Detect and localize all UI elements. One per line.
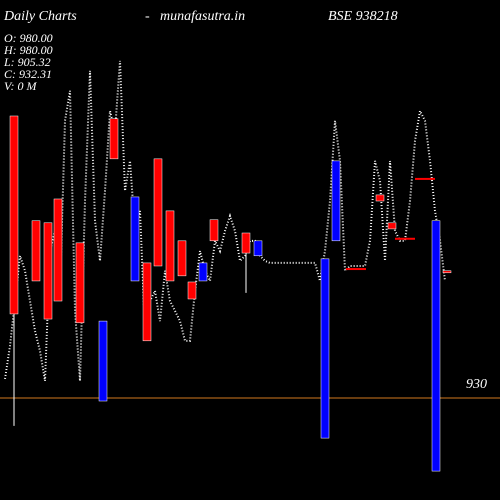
candle-body	[9, 115, 19, 315]
info-line: O: 980.00	[4, 31, 53, 45]
candle-body	[177, 240, 187, 277]
info-line: V: 0 M	[4, 79, 38, 93]
candle-body	[53, 198, 63, 302]
info-line: C: 932.31	[4, 67, 52, 81]
candle-body	[431, 220, 441, 472]
candle-body	[31, 220, 41, 282]
candle-body	[142, 262, 152, 342]
candle-body	[43, 222, 53, 320]
chart-title: Daily Charts	[3, 9, 77, 24]
candle-body	[209, 219, 219, 242]
candle-body	[130, 196, 140, 282]
candle-body	[387, 222, 397, 230]
info-line: L: 905.32	[3, 55, 51, 69]
candle-body	[395, 237, 415, 240]
candle-body	[241, 232, 251, 254]
candle-body	[75, 242, 85, 324]
site-name: munafasutra.in	[160, 9, 245, 24]
candle-body	[320, 258, 330, 439]
separator: -	[145, 9, 150, 24]
candle-body	[98, 320, 108, 402]
candle-body	[109, 118, 119, 160]
candle-body	[153, 158, 163, 267]
candle-body	[442, 270, 452, 274]
reference-label: 930	[466, 377, 487, 392]
info-block: O: 980.00H: 980.00L: 905.32C: 932.31V: 0…	[3, 31, 53, 93]
candle-body	[346, 268, 366, 271]
candle-body	[165, 210, 175, 282]
candle-body	[331, 160, 341, 242]
info-line: H: 980.00	[3, 43, 53, 57]
candle-body	[253, 240, 263, 257]
candle-body	[375, 194, 385, 202]
candle-body	[415, 177, 435, 180]
candle-body	[198, 262, 208, 282]
candle-body	[187, 281, 197, 300]
symbol: BSE 938218	[328, 9, 398, 24]
price-line	[4, 60, 446, 382]
